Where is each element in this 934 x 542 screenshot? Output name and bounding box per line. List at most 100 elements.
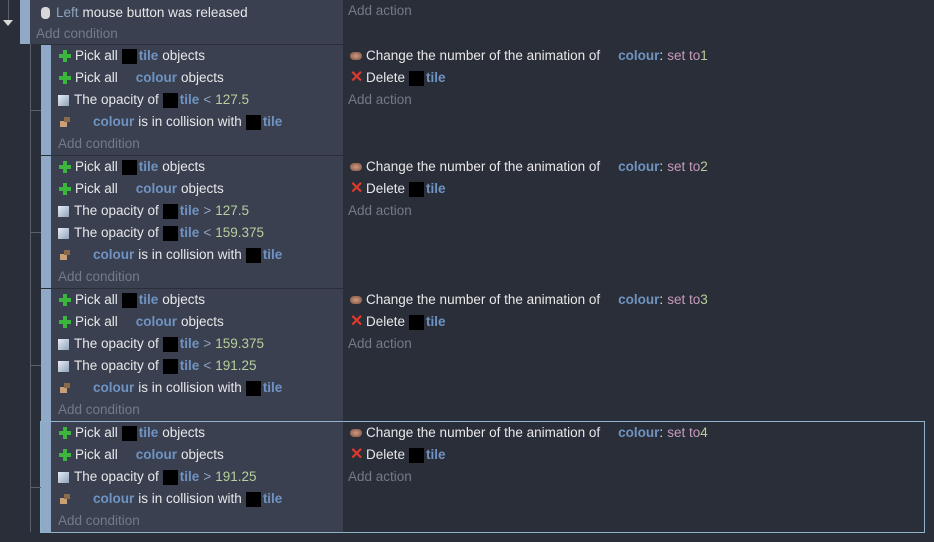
- tree-branch: [30, 110, 41, 111]
- condition-row[interactable]: The opacity of tile >191.25: [51, 466, 343, 488]
- condition-row[interactable]: Pick all tile objects: [51, 289, 343, 311]
- condition-row[interactable]: Pick all colour objects: [51, 444, 343, 466]
- action-row[interactable]: ✕ Delete tile: [343, 67, 934, 89]
- add-condition-button[interactable]: Add condition: [58, 402, 140, 417]
- plus-icon: [58, 71, 72, 85]
- event-bar[interactable]: [20, 0, 30, 44]
- plus-icon: [58, 448, 72, 462]
- text: objects: [162, 48, 206, 63]
- object-name: tile: [138, 425, 159, 440]
- object-thumbnail: [162, 92, 178, 108]
- condition-row[interactable]: Pick all colour objects: [51, 178, 343, 200]
- add-action-button[interactable]: Add action: [348, 336, 412, 351]
- action-row[interactable]: Change the number of the animation of col…: [343, 45, 934, 67]
- condition-row[interactable]: colour is in collision with tile: [51, 111, 343, 133]
- tree-branch: [30, 365, 41, 366]
- conditions-pane: Pick all tile objects Pick all colour objects…: [51, 422, 343, 532]
- object-name: tile: [179, 92, 200, 107]
- action-row[interactable]: Change the number of the animation of col…: [343, 156, 934, 178]
- object-thumbnail: [245, 380, 261, 396]
- plus-icon: [58, 182, 72, 196]
- value: 127.5: [215, 92, 249, 107]
- object-thumbnail: [162, 469, 178, 485]
- action-row[interactable]: ✕ Delete tile: [343, 311, 934, 333]
- condition-text: mouse button was released: [82, 5, 248, 20]
- condition-row[interactable]: The opacity of tile >127.5: [51, 200, 343, 222]
- text: Delete: [366, 314, 406, 329]
- opacity-icon: [58, 227, 69, 239]
- plus-icon: [58, 160, 72, 174]
- object-name: colour: [618, 292, 660, 307]
- action-row[interactable]: ✕ Delete tile: [343, 444, 924, 466]
- value: 2: [700, 159, 708, 174]
- sub-event[interactable]: Pick all tile objects Pick all colour objects…: [40, 421, 925, 533]
- sub-event[interactable]: Pick all tile objects Pick all colour objects…: [41, 289, 934, 421]
- action-row[interactable]: Change the number of the animation of col…: [343, 422, 924, 444]
- text: Pick all: [75, 447, 118, 462]
- opacity-icon: [58, 360, 69, 372]
- condition-row[interactable]: The opacity of tile <127.5: [51, 89, 343, 111]
- tree-branch: [30, 487, 41, 488]
- value: 159.375: [215, 225, 265, 240]
- object-name: tile: [426, 181, 446, 196]
- delete-icon: ✕: [350, 446, 364, 463]
- add-condition-button[interactable]: Add condition: [36, 26, 118, 41]
- object-name: colour: [93, 247, 135, 262]
- sub-event[interactable]: Pick all tile objects Pick all colour objects…: [41, 156, 934, 288]
- text: objects: [162, 159, 206, 174]
- condition-row[interactable]: Pick all tile objects: [51, 422, 343, 444]
- top-event[interactable]: Left mouse button was released Add condi…: [20, 0, 934, 44]
- event-bar[interactable]: [41, 422, 51, 532]
- event-bar[interactable]: [41, 156, 51, 288]
- event-bar[interactable]: [41, 45, 51, 155]
- operator: <: [203, 358, 212, 373]
- action-row[interactable]: ✕ Delete tile: [343, 178, 934, 200]
- object-name: colour: [618, 48, 660, 63]
- value: 4: [700, 425, 708, 440]
- condition-row[interactable]: The opacity of tile >159.375: [51, 333, 343, 355]
- condition-row[interactable]: Left mouse button was released: [30, 2, 343, 24]
- object-thumbnail: [121, 425, 137, 441]
- add-condition-button[interactable]: Add condition: [58, 136, 140, 151]
- object-name: colour: [93, 491, 135, 506]
- text: Change the number of the animation of: [366, 425, 601, 440]
- condition-row[interactable]: The opacity of tile <159.375: [51, 222, 343, 244]
- add-action-button[interactable]: Add action: [348, 469, 412, 484]
- text: objects: [181, 181, 224, 196]
- text: Change the number of the animation of: [366, 292, 601, 307]
- object-name: tile: [262, 380, 283, 395]
- condition-row[interactable]: Pick all colour objects: [51, 311, 343, 333]
- condition-row[interactable]: Pick all tile objects: [51, 45, 343, 67]
- conditions-pane: Pick all tile objects Pick all colour objects…: [51, 289, 343, 421]
- add-action-button[interactable]: Add action: [348, 3, 412, 18]
- object-thumbnail: [409, 70, 425, 86]
- condition-row[interactable]: colour is in collision with tile: [51, 377, 343, 399]
- collapse-arrow-icon[interactable]: [3, 20, 13, 26]
- tree-line: [8, 0, 9, 20]
- event-bar[interactable]: [41, 289, 51, 421]
- object-name: tile: [262, 114, 283, 129]
- text: Pick all: [75, 425, 118, 440]
- condition-row[interactable]: The opacity of tile <191.25: [51, 355, 343, 377]
- action-row[interactable]: Change the number of the animation of col…: [343, 289, 934, 311]
- object-name: colour: [618, 425, 660, 440]
- condition-row[interactable]: colour is in collision with tile: [51, 488, 343, 510]
- add-action-button[interactable]: Add action: [348, 203, 412, 218]
- object-thumbnail: [409, 447, 425, 463]
- plus-icon: [58, 315, 72, 329]
- conditions-pane: Pick all tile objects Pick all colour objects…: [51, 45, 343, 155]
- add-condition-button[interactable]: Add condition: [58, 269, 140, 284]
- value: 159.375: [215, 336, 265, 351]
- add-condition-button[interactable]: Add condition: [58, 513, 140, 528]
- add-action-button[interactable]: Add action: [348, 92, 412, 107]
- object-thumbnail: [162, 336, 178, 352]
- animation-icon: [350, 52, 362, 60]
- conditions-pane: Left mouse button was released Add condi…: [30, 0, 343, 44]
- text: :: [659, 292, 664, 307]
- condition-row[interactable]: colour is in collision with tile: [51, 244, 343, 266]
- sub-event[interactable]: Pick all tile objects Pick all colour objects…: [41, 45, 934, 155]
- object-name: tile: [262, 491, 283, 506]
- condition-row[interactable]: Pick all colour objects: [51, 67, 343, 89]
- condition-row[interactable]: Pick all tile objects: [51, 156, 343, 178]
- value: 191.25: [215, 469, 257, 484]
